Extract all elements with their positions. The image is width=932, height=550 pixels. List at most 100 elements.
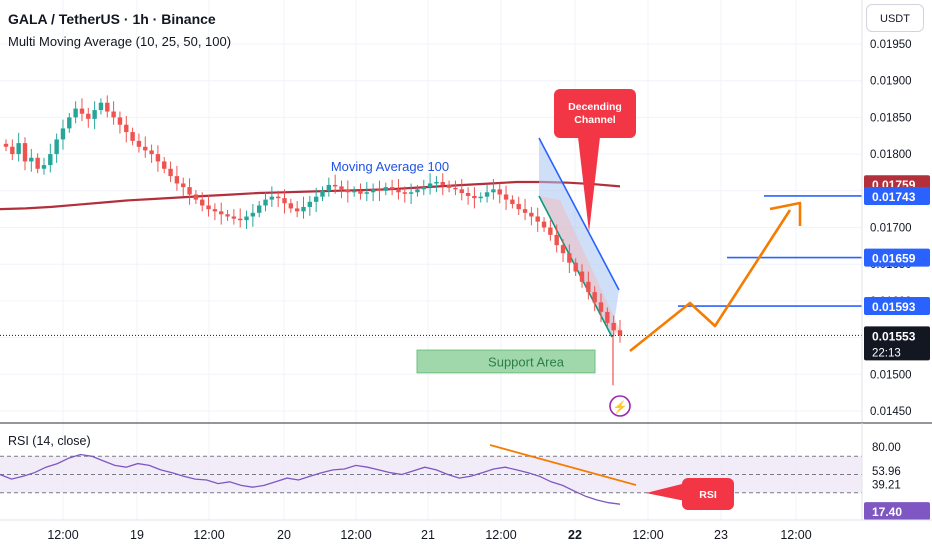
candle-body	[459, 189, 464, 194]
candle-body	[200, 199, 205, 206]
time-tick-label: 23	[714, 528, 728, 542]
candle-body	[307, 201, 313, 207]
candle-body	[117, 117, 123, 125]
time-tick-label: 21	[421, 528, 435, 542]
candle-body	[503, 194, 509, 200]
candle-body	[617, 330, 623, 336]
channel-callout-line-2: Channel	[574, 114, 616, 126]
rsi-tick-label: 39.21	[872, 479, 901, 491]
candle-body	[3, 143, 9, 147]
candle-body	[60, 128, 66, 140]
candle-body	[288, 203, 294, 209]
candle-body	[22, 143, 28, 162]
candle-body	[275, 196, 281, 199]
rsi-callout-pointer	[646, 482, 690, 502]
candle-body	[54, 139, 59, 155]
currency-button[interactable]: USDT	[866, 4, 924, 32]
candle-body	[48, 154, 53, 166]
price-badge-0.01553	[864, 326, 930, 361]
candle-body	[453, 187, 458, 190]
candle-body	[408, 192, 414, 194]
candle-body	[598, 302, 604, 312]
price-badge-0.01743	[864, 186, 930, 205]
channel-upper-line	[538, 137, 620, 291]
candle-body	[73, 108, 78, 118]
event-bolt-icon	[609, 395, 631, 417]
candle-body	[345, 189, 351, 193]
time-tick-label: 12:00	[485, 528, 516, 542]
price-countdown: 22:13	[872, 347, 901, 359]
candle-body	[364, 192, 370, 194]
candle-body	[465, 193, 471, 196]
candle-body	[219, 211, 224, 215]
ma-layer: Moving Average 100	[0, 159, 621, 211]
candle-body	[263, 199, 268, 206]
price-badge-0.01659	[864, 248, 930, 267]
time-tick-label: 19	[130, 528, 144, 542]
candle-body	[206, 205, 211, 210]
rsi-line	[0, 453, 621, 505]
rsi-divergence-line	[489, 444, 637, 486]
candle-body	[332, 184, 338, 187]
channel-callout-pointer	[578, 137, 600, 232]
candle-body	[560, 245, 566, 254]
candle-body	[155, 154, 161, 162]
candle-body	[396, 189, 401, 193]
candle-body	[92, 110, 97, 119]
rsi-callout-box	[682, 478, 734, 510]
candle-body	[567, 253, 572, 263]
time-tick-label: 12:00	[632, 528, 663, 542]
time-axis: 12:00 19 12:00 20 12:00 21 12:00 22 12:00 23 12:00	[0, 519, 932, 550]
candle-body	[282, 198, 287, 204]
candle-body	[516, 204, 521, 210]
candle-body	[136, 140, 142, 147]
candle-body	[510, 199, 515, 205]
rsi-callout-text: RSI	[699, 489, 717, 501]
price-tick-label: 0.01800	[870, 149, 912, 161]
candle-body	[579, 271, 585, 282]
price-tick-label: 0.01850	[870, 112, 912, 124]
candle-body	[193, 194, 199, 200]
candle-body	[244, 216, 249, 221]
candle-body	[86, 113, 91, 119]
candle-body	[586, 281, 591, 293]
time-tick-label: 12:00	[47, 528, 78, 542]
candle-body	[402, 192, 407, 194]
candle-body	[339, 186, 344, 190]
levels-layer	[0, 195, 862, 336]
candle-body	[231, 216, 237, 219]
candle-body	[181, 183, 186, 188]
price-badge-text-0.01553: 0.01553	[872, 329, 916, 343]
price-tick-label: 0.01500	[870, 369, 912, 381]
candle-body	[168, 168, 173, 177]
price-badge-0.01593	[864, 297, 930, 316]
projection-arrowhead	[769, 201, 802, 226]
candle-body	[554, 234, 559, 246]
channel-fill-upper	[539, 138, 619, 337]
support-layer: Support Area	[416, 349, 596, 374]
candle-body	[529, 212, 534, 217]
candle-body	[491, 189, 496, 193]
candles-layer	[3, 95, 623, 386]
candle-body	[497, 189, 502, 195]
candle-body	[383, 187, 388, 191]
candle-body	[301, 206, 306, 212]
candle-body	[162, 161, 167, 169]
candle-body	[16, 143, 21, 155]
support-area-box	[416, 349, 596, 374]
candle-body	[548, 227, 553, 235]
channel-fill-lower	[539, 196, 620, 337]
candle-body	[225, 214, 230, 217]
candle-body	[294, 208, 300, 212]
channel-callout-line-1: Decending	[568, 101, 622, 113]
candle-body	[105, 102, 110, 112]
rsi-tick-label: 80.00	[872, 442, 901, 454]
candle-body	[35, 157, 40, 169]
candle-body	[522, 209, 528, 213]
rsi-legend: RSI (14, close)	[8, 434, 91, 448]
support-area-label: Support Area	[488, 354, 565, 369]
candle-body	[67, 117, 72, 129]
